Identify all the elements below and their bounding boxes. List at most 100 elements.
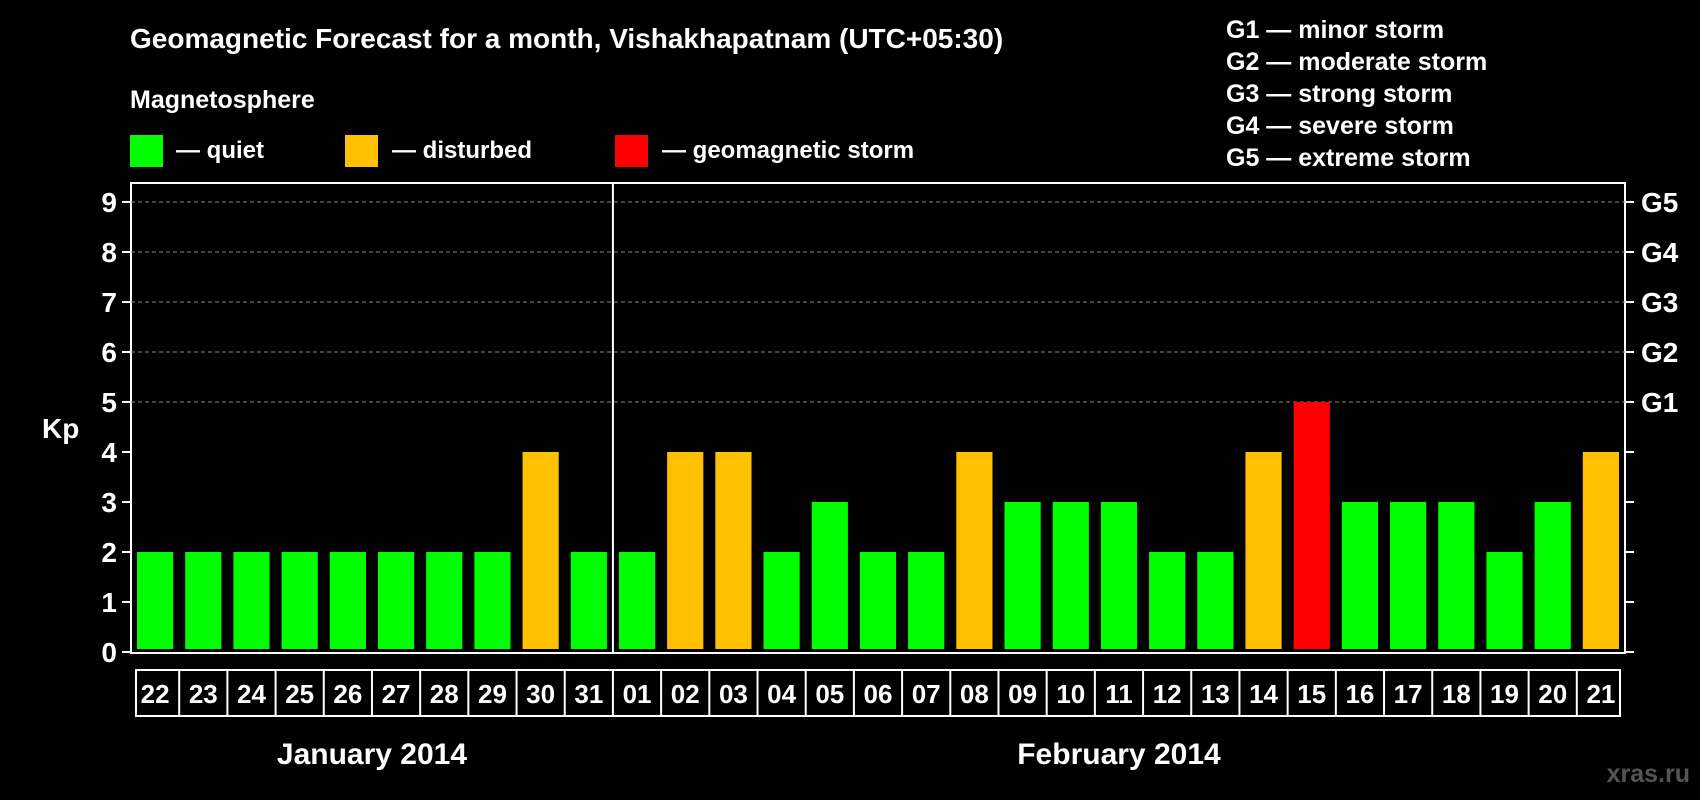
legend-swatch-disturbed [345,135,378,167]
x-tick-label: 11 [1105,679,1133,709]
y-tick-label: 3 [101,487,117,518]
y-tick-label: 0 [101,637,117,668]
x-tick-label: 15 [1297,679,1326,709]
x-tick-label: 02 [671,679,700,709]
x-tick-label: 18 [1442,679,1471,709]
bar [377,552,415,649]
g-scale-label: G2 [1641,337,1678,368]
x-tick-label: 21 [1586,679,1615,709]
bar [185,552,222,649]
x-tick-label: 30 [526,679,555,709]
bar [908,552,945,649]
g-scale-label: G3 [1641,287,1678,318]
x-tick-label: 16 [1345,679,1374,709]
y-tick-label: 5 [101,387,117,418]
g-legend-item: G2 — moderate storm [1226,48,1487,76]
x-tick-label: 17 [1394,679,1423,709]
x-tick-label: 23 [189,679,218,709]
bar [1149,552,1186,649]
x-tick-label: 24 [237,679,266,709]
legend-title: Magnetosphere [130,86,315,114]
x-tick-label: 31 [574,679,603,709]
y-tick-label: 1 [101,587,117,618]
bar [233,552,270,649]
bar [1293,402,1330,649]
x-tick-label: 07 [912,679,941,709]
bar [1486,552,1523,649]
g-scale-label: G5 [1641,187,1678,218]
y-tick-label: 7 [101,287,117,318]
x-tick-label: 05 [815,679,844,709]
x-tick-label: 01 [623,679,652,709]
bar [1052,502,1089,649]
x-tick-label: 28 [430,679,459,709]
x-tick-label: 12 [1153,679,1182,709]
bar [1341,502,1379,649]
bar [1582,452,1619,649]
x-tick-label: 20 [1538,679,1567,709]
x-tick-label: 06 [864,679,893,709]
bar [956,452,993,649]
chart-title: Geomagnetic Forecast for a month, Vishak… [130,23,1003,54]
x-tick-label: 29 [478,679,507,709]
legend-label-disturbed: — disturbed [392,137,532,164]
bar [1197,552,1234,649]
bar [859,552,897,649]
watermark: xras.ru [1607,760,1690,788]
y-tick-label: 4 [101,437,117,468]
y-axis-label: Kp [42,413,79,444]
x-tick-label: 04 [767,679,796,709]
y-tick-label: 8 [101,237,117,268]
plot-frame [130,182,1626,654]
bar [811,502,848,649]
bar [667,452,704,649]
legend-label-storm: — geomagnetic storm [662,137,914,164]
g-legend-item: G1 — minor storm [1226,16,1444,44]
bar [1100,502,1138,649]
bar [281,552,318,649]
x-tick-label: 03 [719,679,748,709]
x-tick-label: 27 [382,679,411,709]
bar [329,552,366,649]
x-tick-label: 19 [1490,679,1519,709]
g-scale-legend: G1 — minor storm G2 — moderate storm G3 … [1226,16,1487,172]
month-label: January 2014 [277,738,467,771]
bar [570,552,607,649]
g-scale-label: G4 [1641,237,1679,268]
x-tick-label: 26 [333,679,362,709]
g-legend-item: G5 — extreme storm [1226,144,1471,172]
legend: — quiet — disturbed — geomagnetic storm [130,135,914,167]
g-legend-item: G4 — severe storm [1226,112,1454,140]
g-scale-label: G1 [1641,387,1678,418]
bar [1245,452,1282,649]
bar [426,552,463,649]
x-tick-label: 10 [1056,679,1085,709]
x-tick-label: 25 [285,679,314,709]
x-tick-label: 08 [960,679,989,709]
x-tick-label: 13 [1201,679,1230,709]
bar [1534,502,1571,649]
date-label-frame [135,669,1621,717]
bar [1004,502,1041,649]
bar [618,552,656,649]
bar [1390,502,1427,649]
bar [715,452,752,649]
legend-swatch-storm [615,135,648,167]
legend-swatch-quiet [130,135,163,167]
y-tick-label: 9 [101,187,117,218]
bar [474,552,511,649]
y-tick-label: 6 [101,337,117,368]
bar [137,552,174,649]
x-tick-label: 14 [1249,679,1278,709]
x-tick-label: 22 [141,679,170,709]
legend-label-quiet: — quiet [176,137,264,164]
bar [763,552,800,649]
y-tick-label: 2 [101,537,117,568]
bar [522,452,559,649]
month-label: February 2014 [1017,738,1221,771]
x-tick-label: 09 [1008,679,1037,709]
bar [1438,502,1475,649]
g-legend-item: G3 — strong storm [1226,80,1452,108]
